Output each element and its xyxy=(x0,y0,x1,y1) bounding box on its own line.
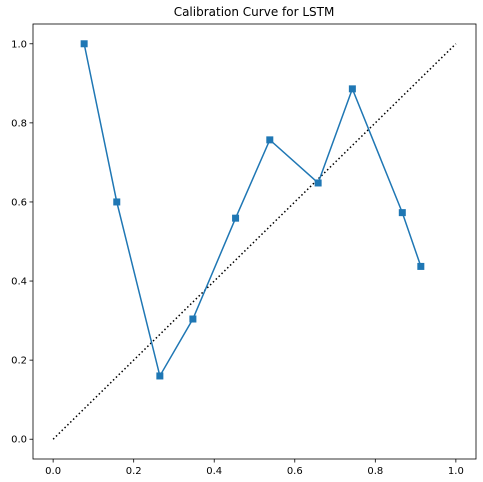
y-tick-label: 0.6 xyxy=(11,197,27,208)
y-tick-label: 1.0 xyxy=(11,39,27,50)
calibration-point-marker xyxy=(80,40,88,48)
chart-title: Calibration Curve for LSTM xyxy=(174,5,335,19)
y-tick-label: 0.0 xyxy=(11,435,27,446)
x-tick-label: 0.6 xyxy=(287,466,303,477)
x-tick-label: 0.0 xyxy=(45,466,61,477)
reference-diagonal-line xyxy=(52,43,457,440)
calibration-point-marker xyxy=(348,85,356,93)
y-tick-label: 0.4 xyxy=(11,277,27,288)
x-tick-label: 0.8 xyxy=(367,466,383,477)
calibration-point-marker xyxy=(232,214,240,222)
calibration-point-marker xyxy=(417,262,425,270)
calibration-point-marker xyxy=(314,179,322,187)
plot-area: 0.0 0.2 0.4 0.6 0.8 1.0 0.0 0.2 0.4 0.6 0.8 1.0 xyxy=(11,23,477,477)
x-tick-label: 0.2 xyxy=(126,466,142,477)
calibration-point-marker xyxy=(113,198,121,206)
calibration-point-marker xyxy=(398,209,406,217)
x-tick-label: 1.0 xyxy=(448,466,464,477)
y-tick-label: 0.8 xyxy=(11,118,27,129)
plot-frame xyxy=(32,23,477,460)
calibration-series-line xyxy=(83,43,422,378)
calibration-point-marker xyxy=(266,136,274,144)
calibration-point-marker xyxy=(189,315,197,323)
x-tick-label: 0.4 xyxy=(206,466,222,477)
calibration-point-marker xyxy=(156,372,164,380)
y-tick-label: 0.2 xyxy=(11,356,27,367)
